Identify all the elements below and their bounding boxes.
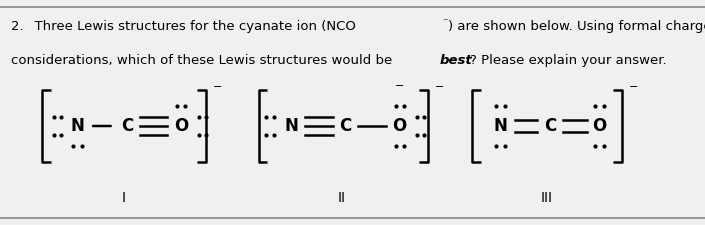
Text: considerations, which of these Lewis structures would be: considerations, which of these Lewis str… [11,54,396,67]
Text: N: N [70,117,85,135]
Text: −: − [629,82,638,92]
Text: II: II [338,191,346,205]
Text: −: − [395,81,405,90]
Text: ) are shown below. Using formal charge: ) are shown below. Using formal charge [448,20,705,33]
Text: I: I [121,191,125,205]
Text: O: O [592,117,606,135]
Text: −: − [435,82,444,92]
Text: C: C [544,117,556,135]
Text: −: − [213,82,222,92]
Text: ? Please explain your answer.: ? Please explain your answer. [470,54,666,67]
Text: N: N [493,117,508,135]
Text: C: C [339,117,352,135]
Text: O: O [393,117,407,135]
Text: best: best [439,54,472,67]
Text: ⁻: ⁻ [442,17,448,27]
Text: N: N [284,117,298,135]
Text: 2.  Three Lewis structures for the cyanate ion (NCO: 2. Three Lewis structures for the cyanat… [11,20,355,33]
Text: III: III [540,191,553,205]
Text: O: O [174,117,188,135]
Text: C: C [121,117,133,135]
